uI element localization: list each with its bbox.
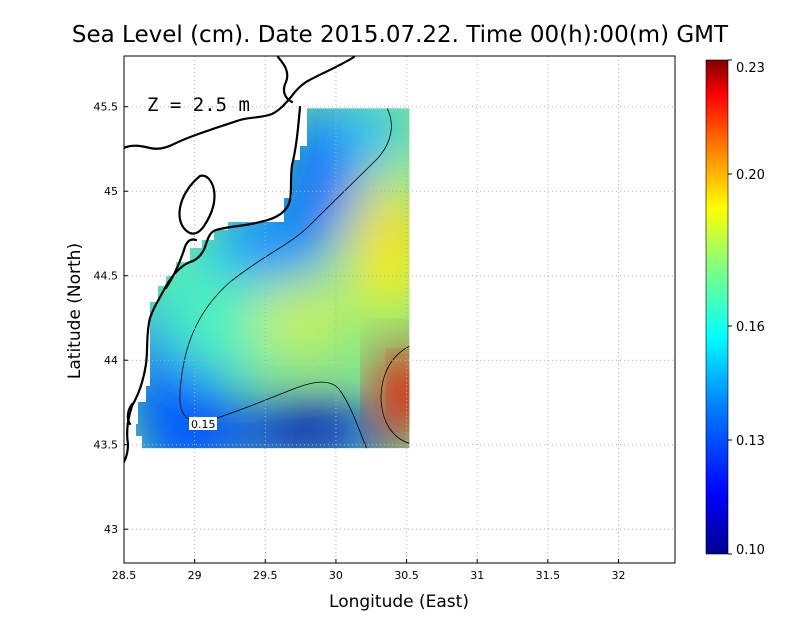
y-tick-label: 43.5 xyxy=(94,439,119,452)
x-tick-label: 31 xyxy=(470,569,484,582)
grid-lines xyxy=(124,56,675,563)
y-axis-label: Latitude (North) xyxy=(65,243,85,379)
colorbar-gradient xyxy=(705,59,729,555)
x-tick-label: 30.5 xyxy=(394,569,419,582)
chart-title: Sea Level (cm). Date 2015.07.22. Time 00… xyxy=(72,22,729,48)
y-tick-label: 45.5 xyxy=(94,101,119,114)
colorbar: 0.10 0.13 0.16 0.20 0.23 xyxy=(705,59,765,558)
contour-label-bg xyxy=(189,417,217,430)
x-tick-label: 30 xyxy=(329,569,343,582)
y-tick-label: 44 xyxy=(104,354,118,367)
colorbar-tick-label: 0.16 xyxy=(736,320,765,335)
depth-annotation: Z = 2.5 m xyxy=(147,94,250,116)
colorbar-ticks: 0.10 0.13 0.16 0.20 0.23 xyxy=(728,59,765,558)
contour-line-east xyxy=(380,344,410,445)
plot-frame xyxy=(123,55,676,564)
coastline xyxy=(124,56,356,464)
colorbar-tick-label: 0.13 xyxy=(736,434,765,449)
x-tick-label: 32 xyxy=(611,569,625,582)
y-axis: 43 43.5 44 44.5 45 45.5 xyxy=(94,101,128,536)
x-tick-label: 28.5 xyxy=(112,569,137,582)
contour-line xyxy=(179,108,392,449)
x-axis: 28.5 29 29.5 30 30.5 31 31.5 32 xyxy=(112,559,625,582)
x-tick-label: 31.5 xyxy=(536,569,561,582)
coastline-lagoon xyxy=(178,174,216,235)
y-tick-label: 43 xyxy=(104,523,118,536)
contour-0-15 xyxy=(179,108,410,449)
colorbar-tick-label: 0.20 xyxy=(736,168,765,183)
y-tick-label: 44.5 xyxy=(94,270,119,283)
coastline-north xyxy=(276,56,294,104)
coastline-main xyxy=(124,56,356,150)
coastline-bay xyxy=(126,402,134,426)
x-tick-label: 29.5 xyxy=(253,569,278,582)
x-tick-label: 29 xyxy=(188,569,202,582)
y-tick-label: 45 xyxy=(104,185,118,198)
coastline-cape xyxy=(164,238,198,290)
x-axis-label: Longitude (East) xyxy=(329,592,469,612)
sea-level-field xyxy=(136,108,410,449)
colorbar-tick-label: 0.23 xyxy=(736,61,765,76)
colorbar-tick-label: 0.10 xyxy=(736,543,765,558)
contour-label: 0.15 xyxy=(191,418,216,431)
